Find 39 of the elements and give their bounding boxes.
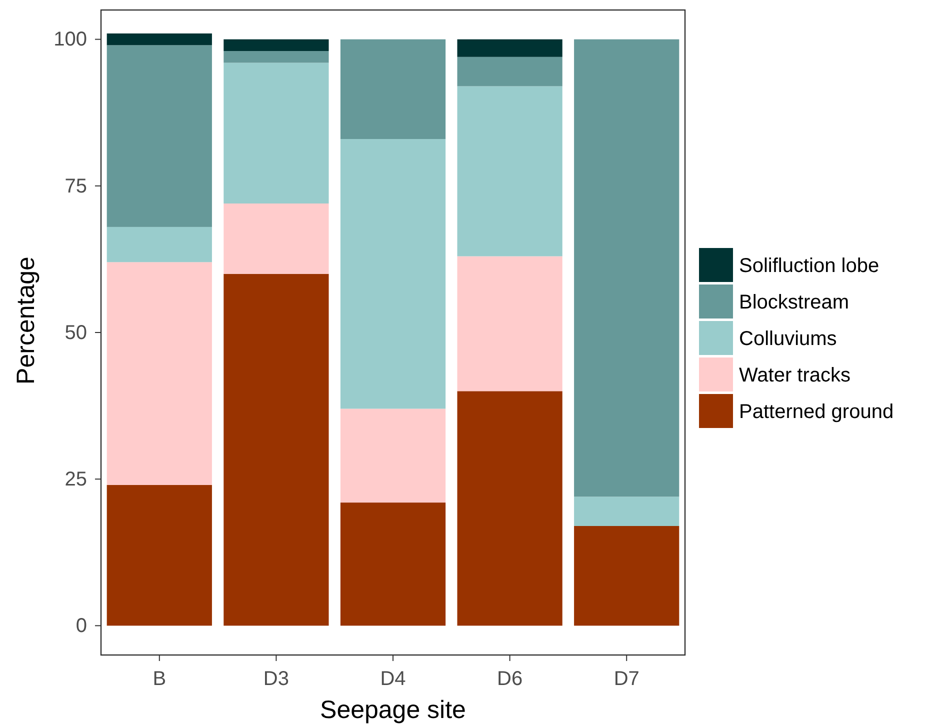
y-axis-title: Percentage xyxy=(12,256,40,384)
bar xyxy=(457,391,562,626)
bar xyxy=(224,204,329,274)
bar xyxy=(340,39,446,139)
bar xyxy=(340,408,446,503)
y-tick-label: 0 xyxy=(76,615,87,638)
bar xyxy=(574,496,680,526)
bar xyxy=(457,86,562,256)
bar xyxy=(457,56,562,86)
legend-label: Colluviums xyxy=(739,328,837,350)
bar xyxy=(457,39,562,57)
y-tick-label: 100 xyxy=(54,28,87,51)
x-tick-label: D3 xyxy=(263,668,289,690)
bar xyxy=(457,256,562,392)
bar xyxy=(106,33,212,46)
legend-label: Solifluction lobe xyxy=(739,255,880,277)
bar xyxy=(224,62,329,204)
bar xyxy=(224,39,329,52)
bar xyxy=(224,274,329,626)
x-tick-label: D6 xyxy=(497,668,523,690)
bar xyxy=(106,226,212,262)
bar xyxy=(106,45,212,227)
bar xyxy=(340,502,446,626)
bar xyxy=(340,139,446,409)
y-tick-label: 50 xyxy=(64,322,87,344)
x-tick-label: B xyxy=(152,668,166,690)
y-tick-label: 75 xyxy=(64,175,87,198)
legend-label: Water tracks xyxy=(739,364,850,386)
x-axis-title: Seepage site xyxy=(320,696,466,724)
x-tick-label: D7 xyxy=(614,668,640,690)
bar xyxy=(574,39,680,497)
bar xyxy=(106,262,212,485)
legend-label: Blockstream xyxy=(739,292,850,314)
legend-label: Patterned ground xyxy=(739,401,894,423)
y-tick-label: 25 xyxy=(64,468,87,490)
bar xyxy=(224,51,329,63)
bar xyxy=(574,526,680,626)
bar xyxy=(106,484,212,626)
x-tick-label: D4 xyxy=(380,668,406,690)
